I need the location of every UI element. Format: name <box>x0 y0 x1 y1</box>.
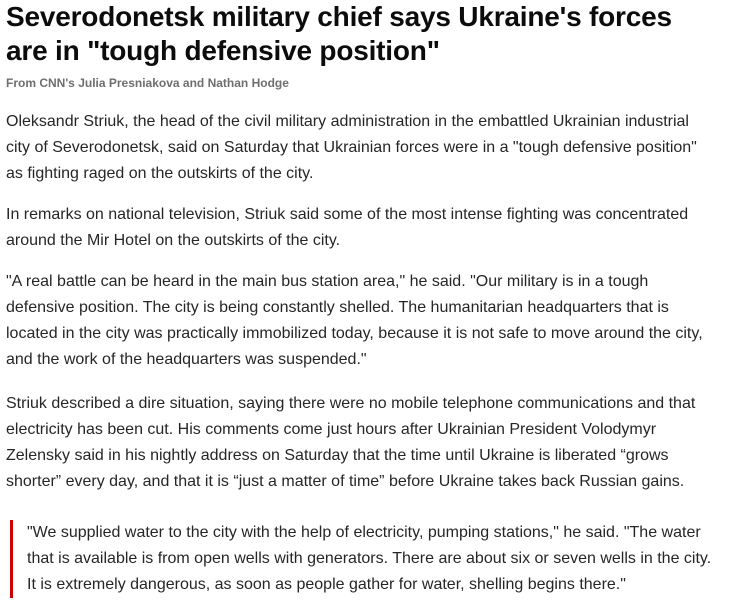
paragraph-line: as fighting raged on the outskirts of th… <box>6 165 314 182</box>
paragraph: "A real battle can be heard in the main … <box>6 269 703 373</box>
paragraph: In remarks on national television, Striu… <box>6 202 688 254</box>
quote-line: It is extremely dangerous, as soon as pe… <box>27 576 626 593</box>
paragraph: Oleksandr Striuk, the head of the civil … <box>6 109 697 187</box>
paragraph-line: Oleksandr Striuk, the head of the civil … <box>6 113 689 130</box>
paragraph: Striuk described a dire situation, sayin… <box>6 391 695 495</box>
paragraph-line: "A real battle can be heard in the main … <box>6 273 649 290</box>
paragraph-line: In remarks on national television, Striu… <box>6 206 689 223</box>
paragraph-line: around the Mir Hotel on the outskirts of… <box>6 232 341 249</box>
quote-line: "We supplied water to the city with the … <box>27 524 701 541</box>
paragraph-line: defensive position. The city is being co… <box>6 299 669 316</box>
paragraph-line: city of Severodonetsk, said on Saturday … <box>6 139 697 156</box>
paragraph-line: and the work of the headquarters was sus… <box>6 351 367 368</box>
quote-line: that is available is from open wells wit… <box>27 550 712 567</box>
paragraph-line: electricity has been cut. His comments c… <box>6 421 657 438</box>
paragraph-line: located in the city was practically immo… <box>6 325 703 342</box>
blockquote: "We supplied water to the city with the … <box>10 520 711 598</box>
byline: From CNN's Julia Presniakova and Nathan … <box>6 76 289 90</box>
headline: Severodonetsk military chief says Ukrain… <box>6 0 672 68</box>
paragraph-line: Zelensky said in his nightly address on … <box>6 447 669 464</box>
headline-line: are in "tough defensive position" <box>6 35 440 66</box>
headline-line: Severodonetsk military chief says Ukrain… <box>6 1 672 32</box>
paragraph-line: shorter” every day, and that it is “just… <box>6 473 685 490</box>
paragraph-line: Striuk described a dire situation, sayin… <box>6 395 696 412</box>
